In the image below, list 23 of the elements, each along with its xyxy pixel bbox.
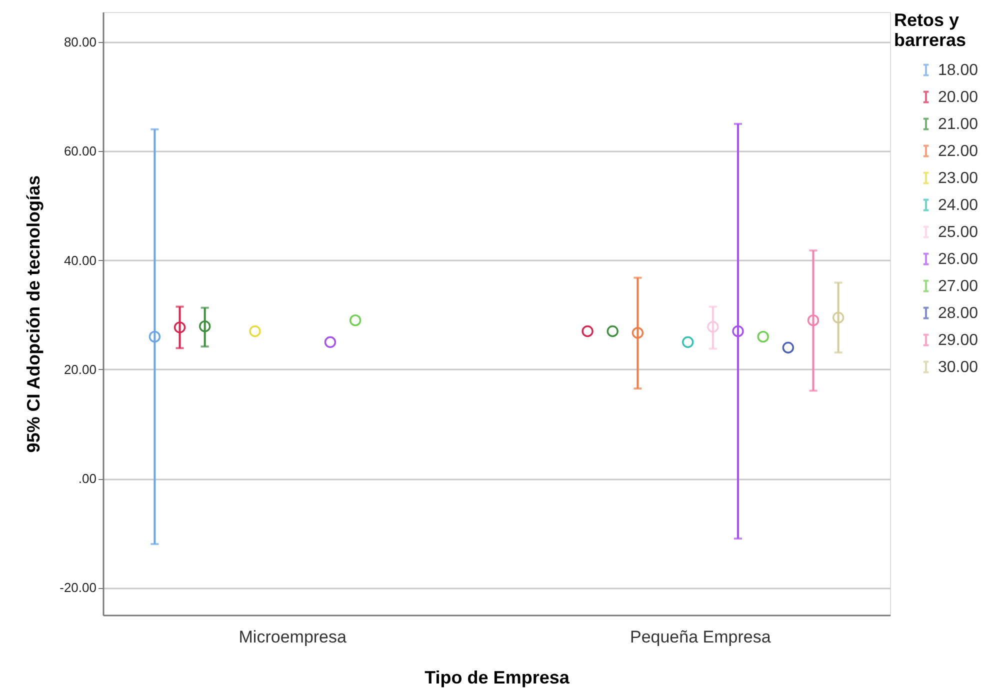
y-tick-label: 80.00 <box>64 34 96 50</box>
legend-label: 30.00 <box>938 359 978 376</box>
y-tick-label: -20.00 <box>60 580 96 596</box>
legend-label: 28.00 <box>938 305 978 322</box>
y-tick-label: .00 <box>78 471 96 486</box>
legend-label: 26.00 <box>938 251 978 268</box>
x-axis-title: Tipo de Empresa <box>424 668 570 688</box>
y-tick-label: 60.00 <box>64 144 96 159</box>
legend-label: 20.00 <box>938 89 978 106</box>
legend-label: 21.00 <box>938 116 978 133</box>
x-tick-label: Microempresa <box>238 628 347 646</box>
y-axis-title: 95% CI Adopción de tecnologías <box>24 175 44 453</box>
legend-label: 25.00 <box>938 224 978 241</box>
legend-label: 24.00 <box>938 197 978 214</box>
y-tick-label: 20.00 <box>64 362 96 377</box>
legend-label: 27.00 <box>938 278 978 295</box>
legend-title: Retos y barreras <box>894 10 966 50</box>
legend-label: 29.00 <box>938 332 978 349</box>
x-tick-label: Pequeña Empresa <box>630 628 772 646</box>
legend-label: 22.00 <box>938 143 978 160</box>
y-tick-label: 40.00 <box>64 252 96 268</box>
legend-label: 18.00 <box>938 62 978 79</box>
legend-label: 23.00 <box>938 170 978 187</box>
